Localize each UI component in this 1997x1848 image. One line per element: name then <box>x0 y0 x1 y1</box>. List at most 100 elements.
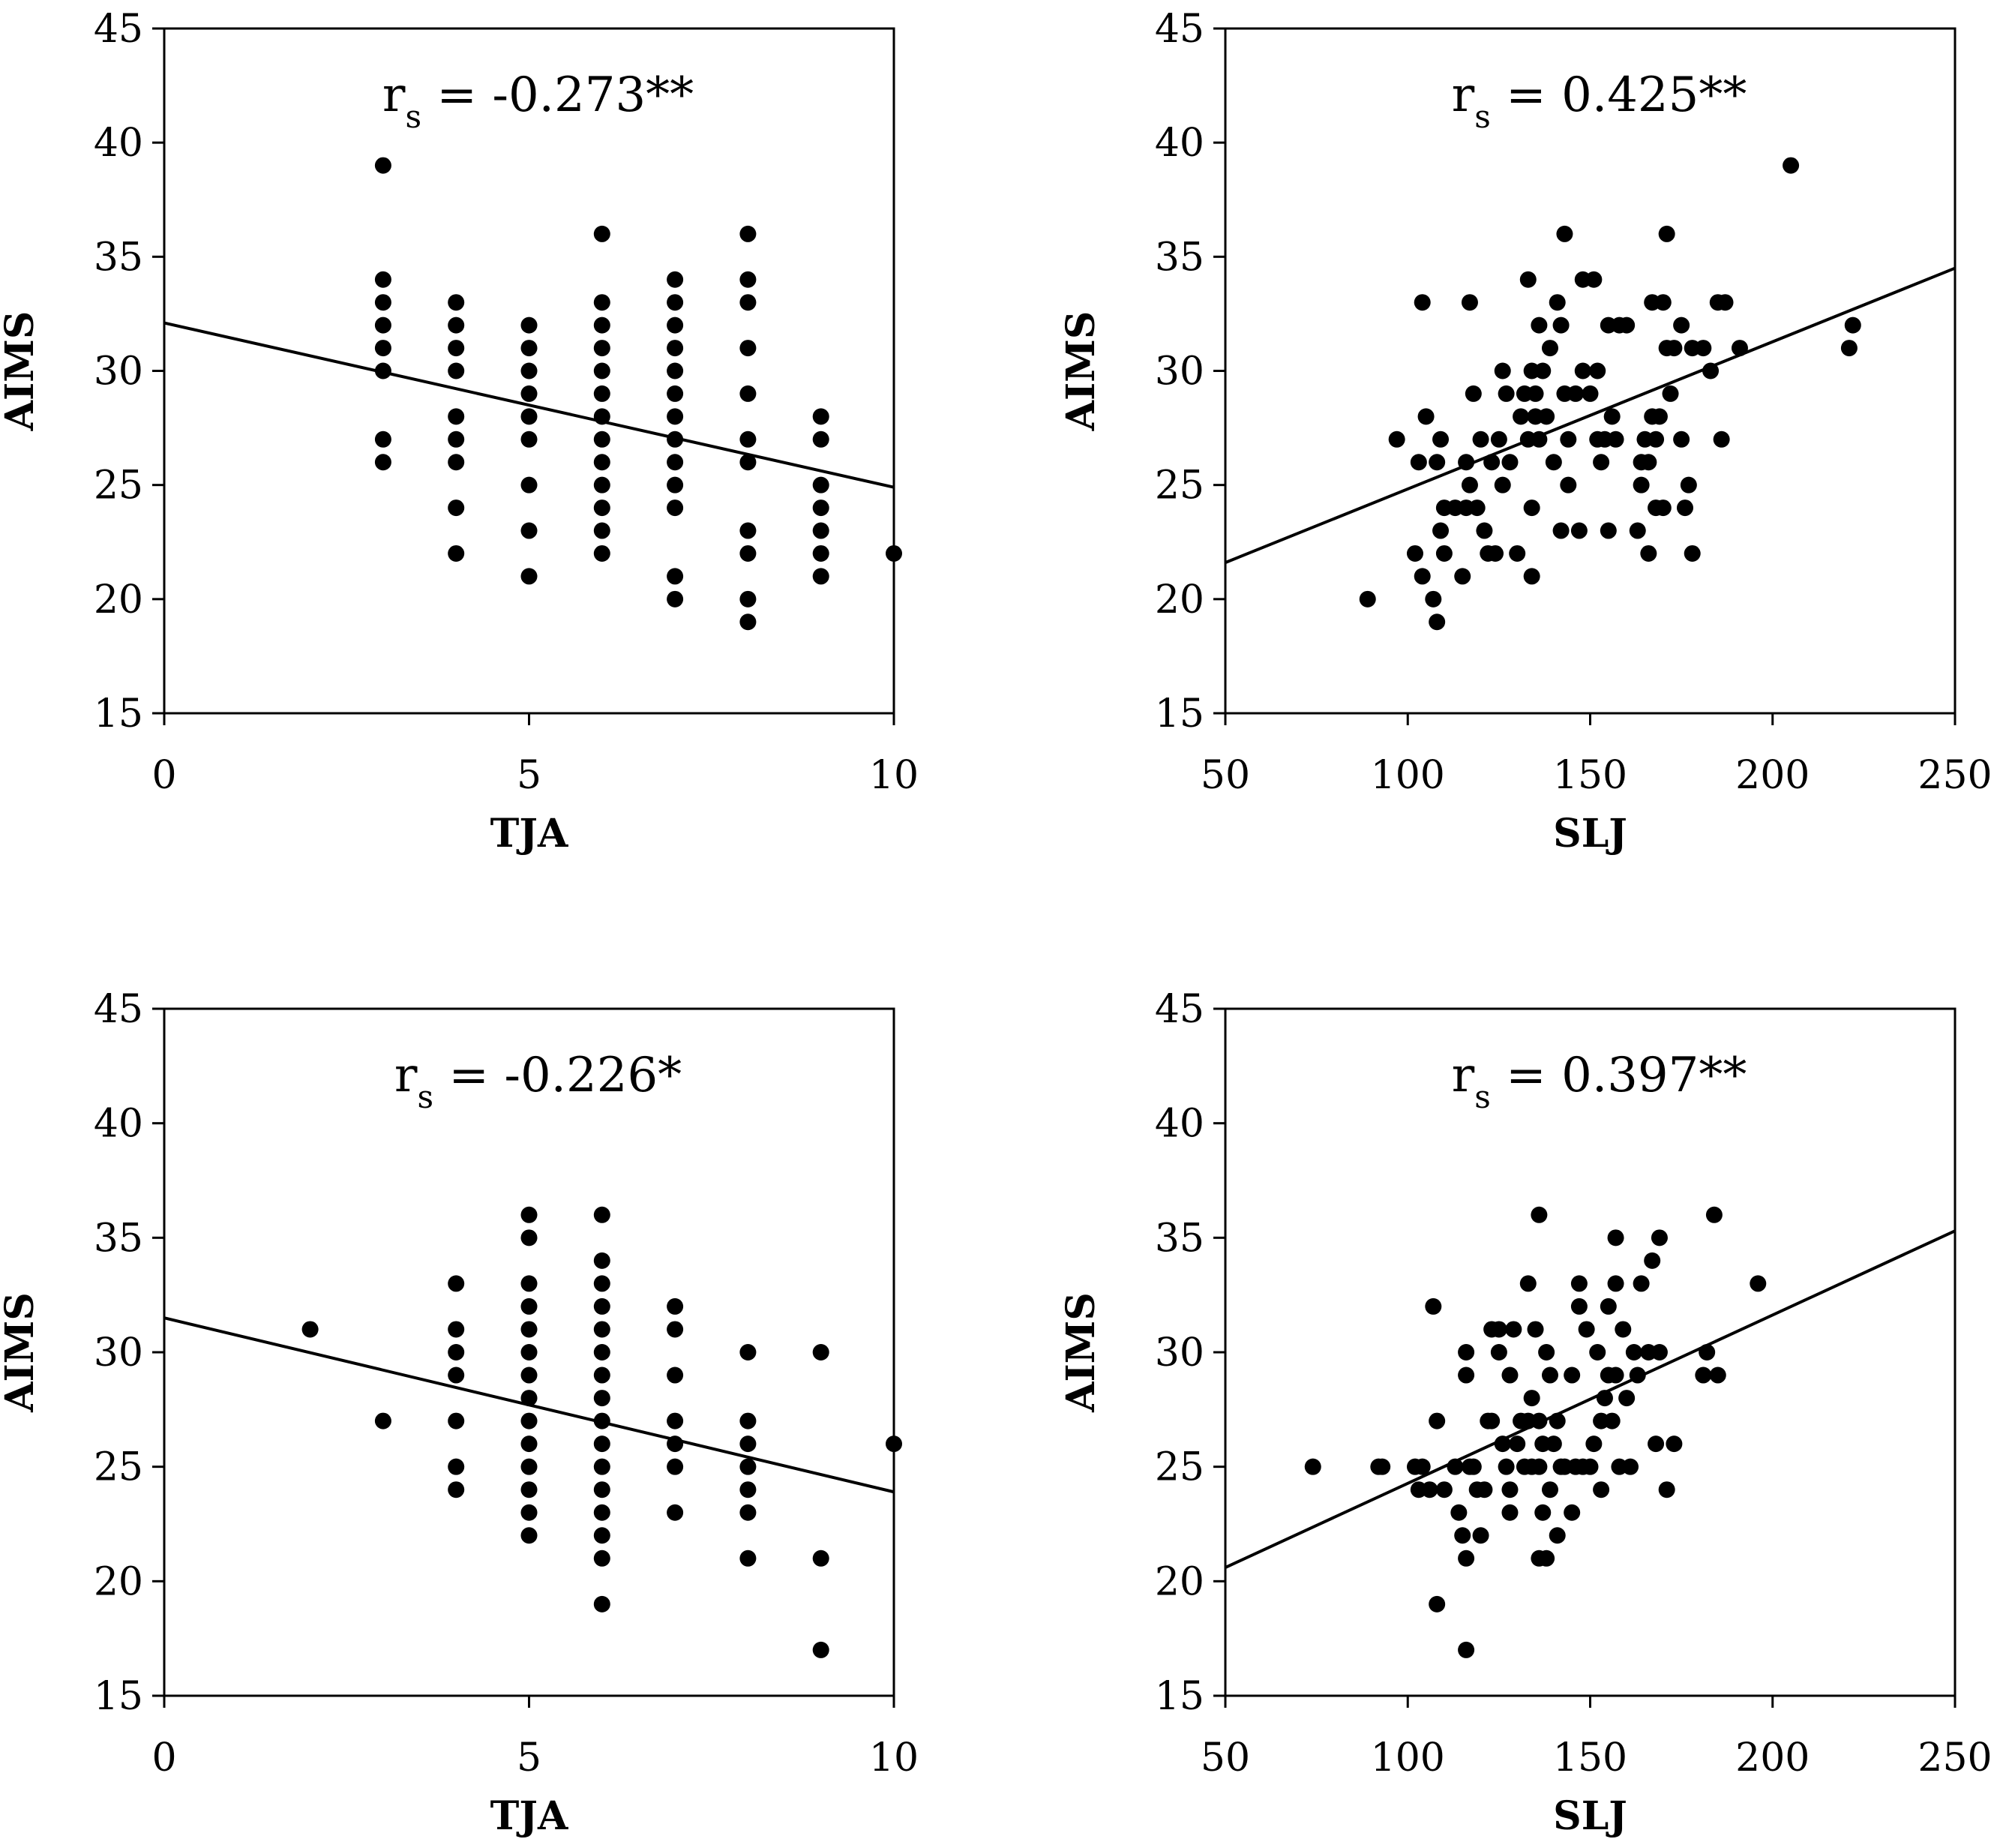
data-point <box>739 340 757 357</box>
correlation-annotation: rs = -0.226* <box>394 1048 682 1115</box>
data-point <box>1648 430 1665 448</box>
data-point <box>812 544 829 562</box>
x-axis-title: TJA <box>490 811 568 856</box>
data-point <box>1432 522 1450 539</box>
y-tick-label: 30 <box>94 1330 143 1376</box>
y-tick-label: 20 <box>1155 578 1204 622</box>
data-point <box>1560 476 1577 494</box>
y-tick-label: 35 <box>94 235 143 280</box>
y-tick-label: 35 <box>1155 1216 1204 1261</box>
y-tick-label: 40 <box>1155 1102 1204 1147</box>
data-point <box>1541 1366 1558 1384</box>
y-tick-label: 25 <box>94 464 143 508</box>
x-tick-label: 50 <box>1201 753 1250 798</box>
y-tick-label: 45 <box>1155 7 1204 52</box>
data-point <box>593 1436 610 1453</box>
data-point <box>1531 316 1548 334</box>
data-point <box>1541 340 1558 357</box>
data-point <box>739 522 757 539</box>
data-point <box>448 1481 465 1498</box>
annotation-subscript: s <box>1474 98 1491 135</box>
data-point <box>667 1298 684 1315</box>
data-point <box>1654 500 1672 517</box>
data-point <box>1618 1390 1636 1407</box>
x-tick-label: 250 <box>1918 1736 1992 1780</box>
data-point <box>1570 522 1588 539</box>
data-point <box>1713 430 1730 448</box>
data-point <box>1519 271 1537 288</box>
x-tick-label: 0 <box>151 1736 176 1780</box>
data-point <box>520 1436 538 1453</box>
data-point <box>739 454 757 471</box>
data-point <box>1447 1458 1464 1475</box>
data-point <box>1425 1298 1442 1315</box>
data-point <box>667 430 684 448</box>
data-point <box>1432 430 1450 448</box>
data-point <box>1549 1412 1566 1430</box>
data-point <box>593 476 610 494</box>
data-point <box>1476 1481 1493 1498</box>
data-point <box>520 1229 538 1246</box>
data-point <box>593 1527 610 1544</box>
data-point <box>520 385 538 402</box>
data-point <box>1640 454 1657 471</box>
data-point <box>812 1344 829 1360</box>
data-point <box>1549 294 1566 311</box>
data-point <box>1435 544 1453 562</box>
data-point <box>1458 1641 1475 1658</box>
y-tick-label: 25 <box>94 1445 143 1490</box>
data-point <box>667 454 684 471</box>
data-point <box>1501 1366 1519 1384</box>
data-point <box>739 1550 757 1567</box>
data-point <box>1425 590 1442 608</box>
data-point <box>667 568 684 585</box>
data-point <box>812 500 829 517</box>
data-point <box>1531 1206 1548 1223</box>
data-point <box>1603 408 1621 425</box>
y-axis-title: AIMS <box>0 311 43 432</box>
data-point <box>739 1344 757 1360</box>
data-point <box>812 568 829 585</box>
data-point <box>1702 362 1720 380</box>
data-point <box>1600 1298 1617 1315</box>
data-point <box>667 476 684 494</box>
data-point <box>520 340 538 357</box>
data-point <box>1556 225 1573 242</box>
data-point <box>1651 1229 1668 1246</box>
y-tick-label: 35 <box>94 1216 143 1261</box>
data-point <box>1429 454 1446 471</box>
data-point <box>1633 1275 1650 1292</box>
data-point <box>667 590 684 608</box>
data-point <box>1564 1366 1581 1384</box>
data-point <box>1465 385 1482 402</box>
data-point <box>1673 430 1690 448</box>
data-point <box>593 340 610 357</box>
x-tick-label: 150 <box>1553 753 1627 798</box>
data-point <box>1414 1458 1431 1475</box>
data-point <box>1629 522 1646 539</box>
data-point <box>1538 1550 1555 1567</box>
data-point <box>593 1321 610 1338</box>
x-tick-label: 100 <box>1371 753 1445 798</box>
annotation-value: = 0.397** <box>1491 1048 1747 1103</box>
data-point <box>520 1458 538 1475</box>
trend-line <box>1225 1229 1956 1569</box>
data-point <box>448 408 465 425</box>
data-point <box>1695 1366 1712 1384</box>
data-point <box>593 1252 610 1269</box>
data-point <box>374 454 391 471</box>
data-point <box>1662 385 1679 402</box>
data-point <box>448 500 465 517</box>
data-point <box>374 316 391 334</box>
data-point <box>520 408 538 425</box>
y-tick-label: 20 <box>1155 1559 1204 1604</box>
data-point <box>739 544 757 562</box>
data-point <box>739 1481 757 1498</box>
data-point <box>739 271 757 288</box>
annotation-subscript: s <box>417 1078 433 1115</box>
x-tick-label: 10 <box>869 1736 919 1780</box>
data-point <box>1607 1229 1624 1246</box>
y-tick-label: 45 <box>94 7 143 52</box>
data-point <box>593 294 610 311</box>
data-point <box>1483 1412 1501 1430</box>
